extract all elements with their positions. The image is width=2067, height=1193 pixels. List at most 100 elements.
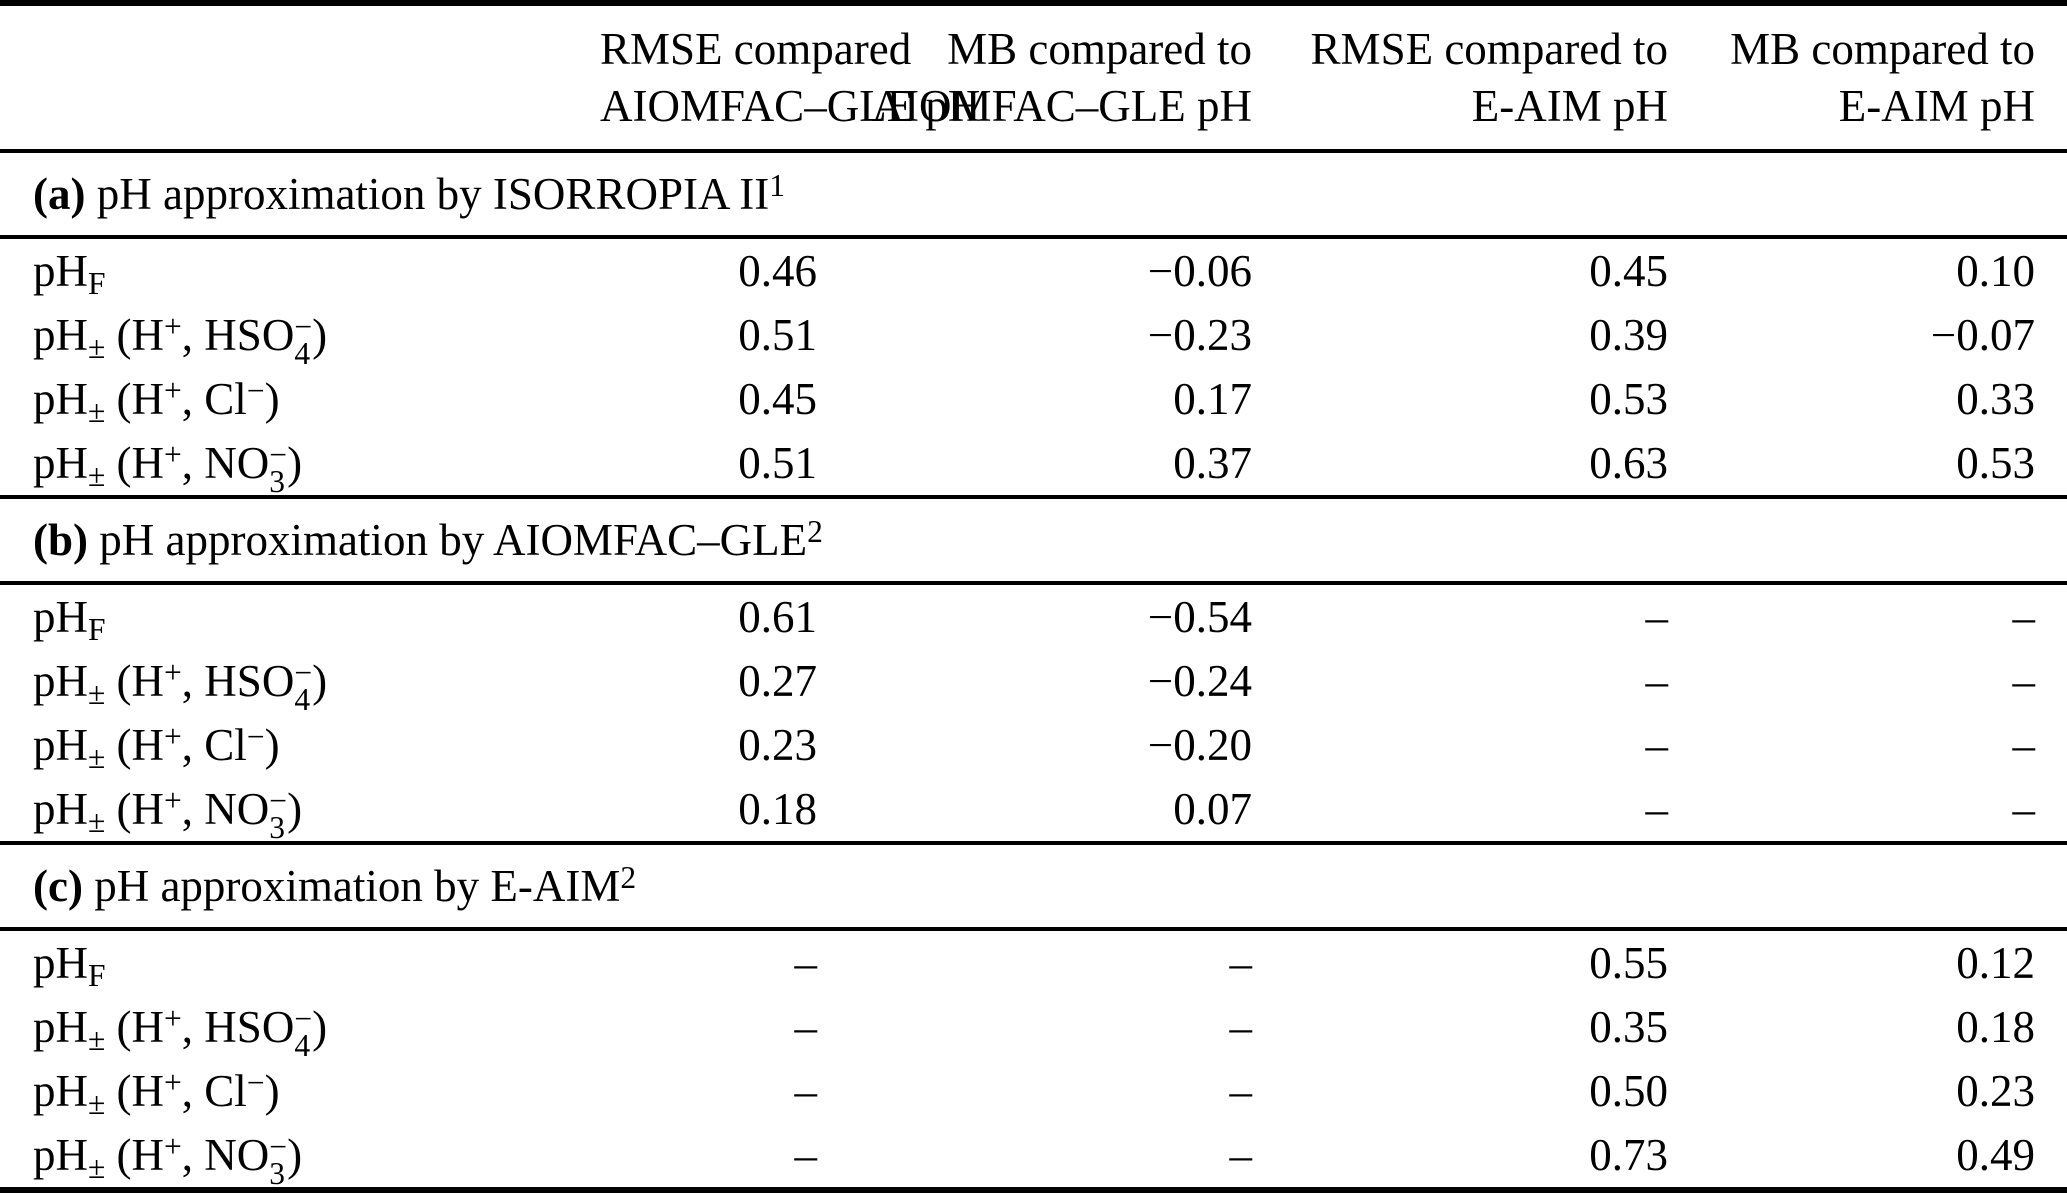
table-row: pHF – – 0.55 0.12 — [0, 931, 2067, 995]
cell-value: – — [1229, 1066, 1253, 1116]
superscript: 2 — [620, 859, 637, 895]
divider-rule — [0, 149, 2067, 153]
label-text: pH — [33, 720, 88, 770]
label-text: (H — [105, 784, 165, 834]
top-rule — [0, 0, 2067, 6]
cell-value: 0.61 — [738, 592, 817, 642]
label-text: (H — [105, 310, 165, 360]
section-title-text: (b) pH approximation by AIOMFAC–GLE2 — [33, 514, 823, 566]
label-text: pH — [33, 784, 88, 834]
table-header-row: RMSE compared AIOMFAC–GLE pH MB compared t… — [0, 6, 2067, 149]
section-rows: pHF – –0.55 0.12 pH± (H+, HSO −4) – –0.35 0.18 pH… — [0, 931, 2067, 1191]
cell-value: 0.45 — [1589, 246, 1668, 296]
table-row: pH± (H+, HSO −4) 0.27 −0.24 – – — [0, 649, 2067, 717]
row-label: pHF — [0, 931, 600, 995]
cell-value: 0.45 — [738, 374, 817, 424]
label-text: ) — [264, 374, 280, 424]
section-title-text: (a) pH approximation by ISORROPIA II1 — [33, 168, 785, 220]
label-text: (H — [105, 1002, 165, 1052]
row-label: pH± (H+, NO −3) — [0, 431, 600, 499]
subscript: ± — [88, 739, 106, 775]
label-text: ) — [312, 1002, 328, 1052]
sub-sup-stack: −4 — [294, 1001, 313, 1061]
cell-value: 0.27 — [738, 656, 817, 706]
label-text: pH — [33, 310, 88, 360]
stack-superscript: − — [269, 437, 288, 473]
label-text: ) — [287, 1130, 303, 1180]
label-text: pH approximation by E-AIM — [82, 861, 621, 911]
subscript: F — [88, 957, 106, 993]
cell-value: 0.63 — [1589, 438, 1668, 488]
cell-value: −0.23 — [1147, 310, 1252, 360]
divider-rule — [0, 927, 2067, 931]
cell-value: – — [794, 1130, 818, 1180]
label-text: pH approximation by AIOMFAC–GLE — [88, 515, 808, 565]
superscript: + — [164, 1128, 182, 1164]
sub-sup-stack: −3 — [269, 785, 287, 845]
stack-subscript: 4 — [294, 681, 311, 717]
table-row: pH± (H+, HSO −4) 0.51 −0.23 0.39 −0.07 — [0, 303, 2067, 369]
stack-superscript: − — [269, 1129, 288, 1165]
row-label: pH± (H+, Cl−) — [0, 367, 600, 431]
superscript: − — [246, 1064, 265, 1100]
divider-rule — [0, 235, 2067, 239]
stack-subscript: 3 — [269, 1155, 286, 1191]
superscript: + — [164, 782, 182, 818]
label-text: pH — [33, 246, 88, 296]
label-text: pH approximation by ISORROPIA II — [85, 169, 770, 219]
label-text: (H — [105, 1130, 165, 1180]
label-text: pH — [33, 374, 88, 424]
cell-value: 0.46 — [738, 246, 817, 296]
stack-subscript: 3 — [269, 809, 286, 845]
column-header-line2: AIOMFAC–GLE pH — [871, 80, 1252, 131]
section-title-text: (c) pH approximation by E-AIM2 — [33, 860, 636, 912]
label-text: pH — [33, 438, 88, 488]
cell-value: 0.49 — [1956, 1130, 2035, 1180]
label-text: pH — [33, 1130, 88, 1180]
row-label: pHF — [0, 239, 600, 303]
label-text: , HSO — [181, 310, 295, 360]
subscript: ± — [88, 803, 106, 839]
label-text: (H — [105, 1066, 165, 1116]
superscript: + — [164, 436, 182, 472]
cell-value: – — [1229, 938, 1253, 988]
table-row: pH± (H+, Cl−) 0.45 0.17 0.53 0.33 — [0, 367, 2067, 431]
table-row: pH± (H+, HSO −4) – – 0.35 0.18 — [0, 995, 2067, 1061]
subscript: ± — [88, 675, 106, 711]
label-text: (H — [105, 656, 165, 706]
column-header-line1: RMSE compared to — [1310, 23, 1668, 74]
sub-sup-stack: −3 — [269, 437, 288, 499]
superscript: + — [164, 654, 182, 690]
row-label: pH± (H+, NO −3) — [0, 777, 600, 845]
column-header-line1: RMSE compared — [600, 23, 912, 74]
subscript: ± — [88, 1021, 106, 1057]
divider-rule — [0, 841, 2067, 845]
superscript: + — [164, 1064, 182, 1100]
superscript: − — [246, 718, 265, 754]
subscript: ± — [88, 1149, 106, 1185]
cell-value: – — [1645, 720, 1669, 770]
cell-value: – — [794, 1066, 818, 1116]
table-row: pHF 0.61 −0.54 – – — [0, 585, 2067, 649]
label-text: ) — [264, 720, 280, 770]
label-text: , HSO — [181, 1002, 295, 1052]
row-label: pHF — [0, 585, 600, 649]
superscript: + — [164, 372, 182, 408]
stack-superscript: − — [294, 655, 313, 691]
cell-value: 0.51 — [738, 310, 817, 360]
column-header-line1: MB compared to — [947, 23, 1252, 74]
cell-value: – — [2012, 592, 2036, 642]
stack-superscript: − — [294, 1001, 313, 1037]
superscript: 1 — [769, 167, 785, 203]
subscript: F — [88, 611, 106, 647]
label-text: pH — [33, 1002, 88, 1052]
label-bold-text: (c) — [33, 861, 83, 911]
label-text: pH — [33, 1066, 88, 1116]
label-text: pH — [33, 656, 88, 706]
stack-superscript: − — [294, 309, 313, 345]
label-text: ) — [312, 656, 328, 706]
cell-value: 0.17 — [1173, 374, 1252, 424]
label-text: , NO — [181, 438, 270, 488]
stack-subscript: 3 — [269, 463, 286, 499]
